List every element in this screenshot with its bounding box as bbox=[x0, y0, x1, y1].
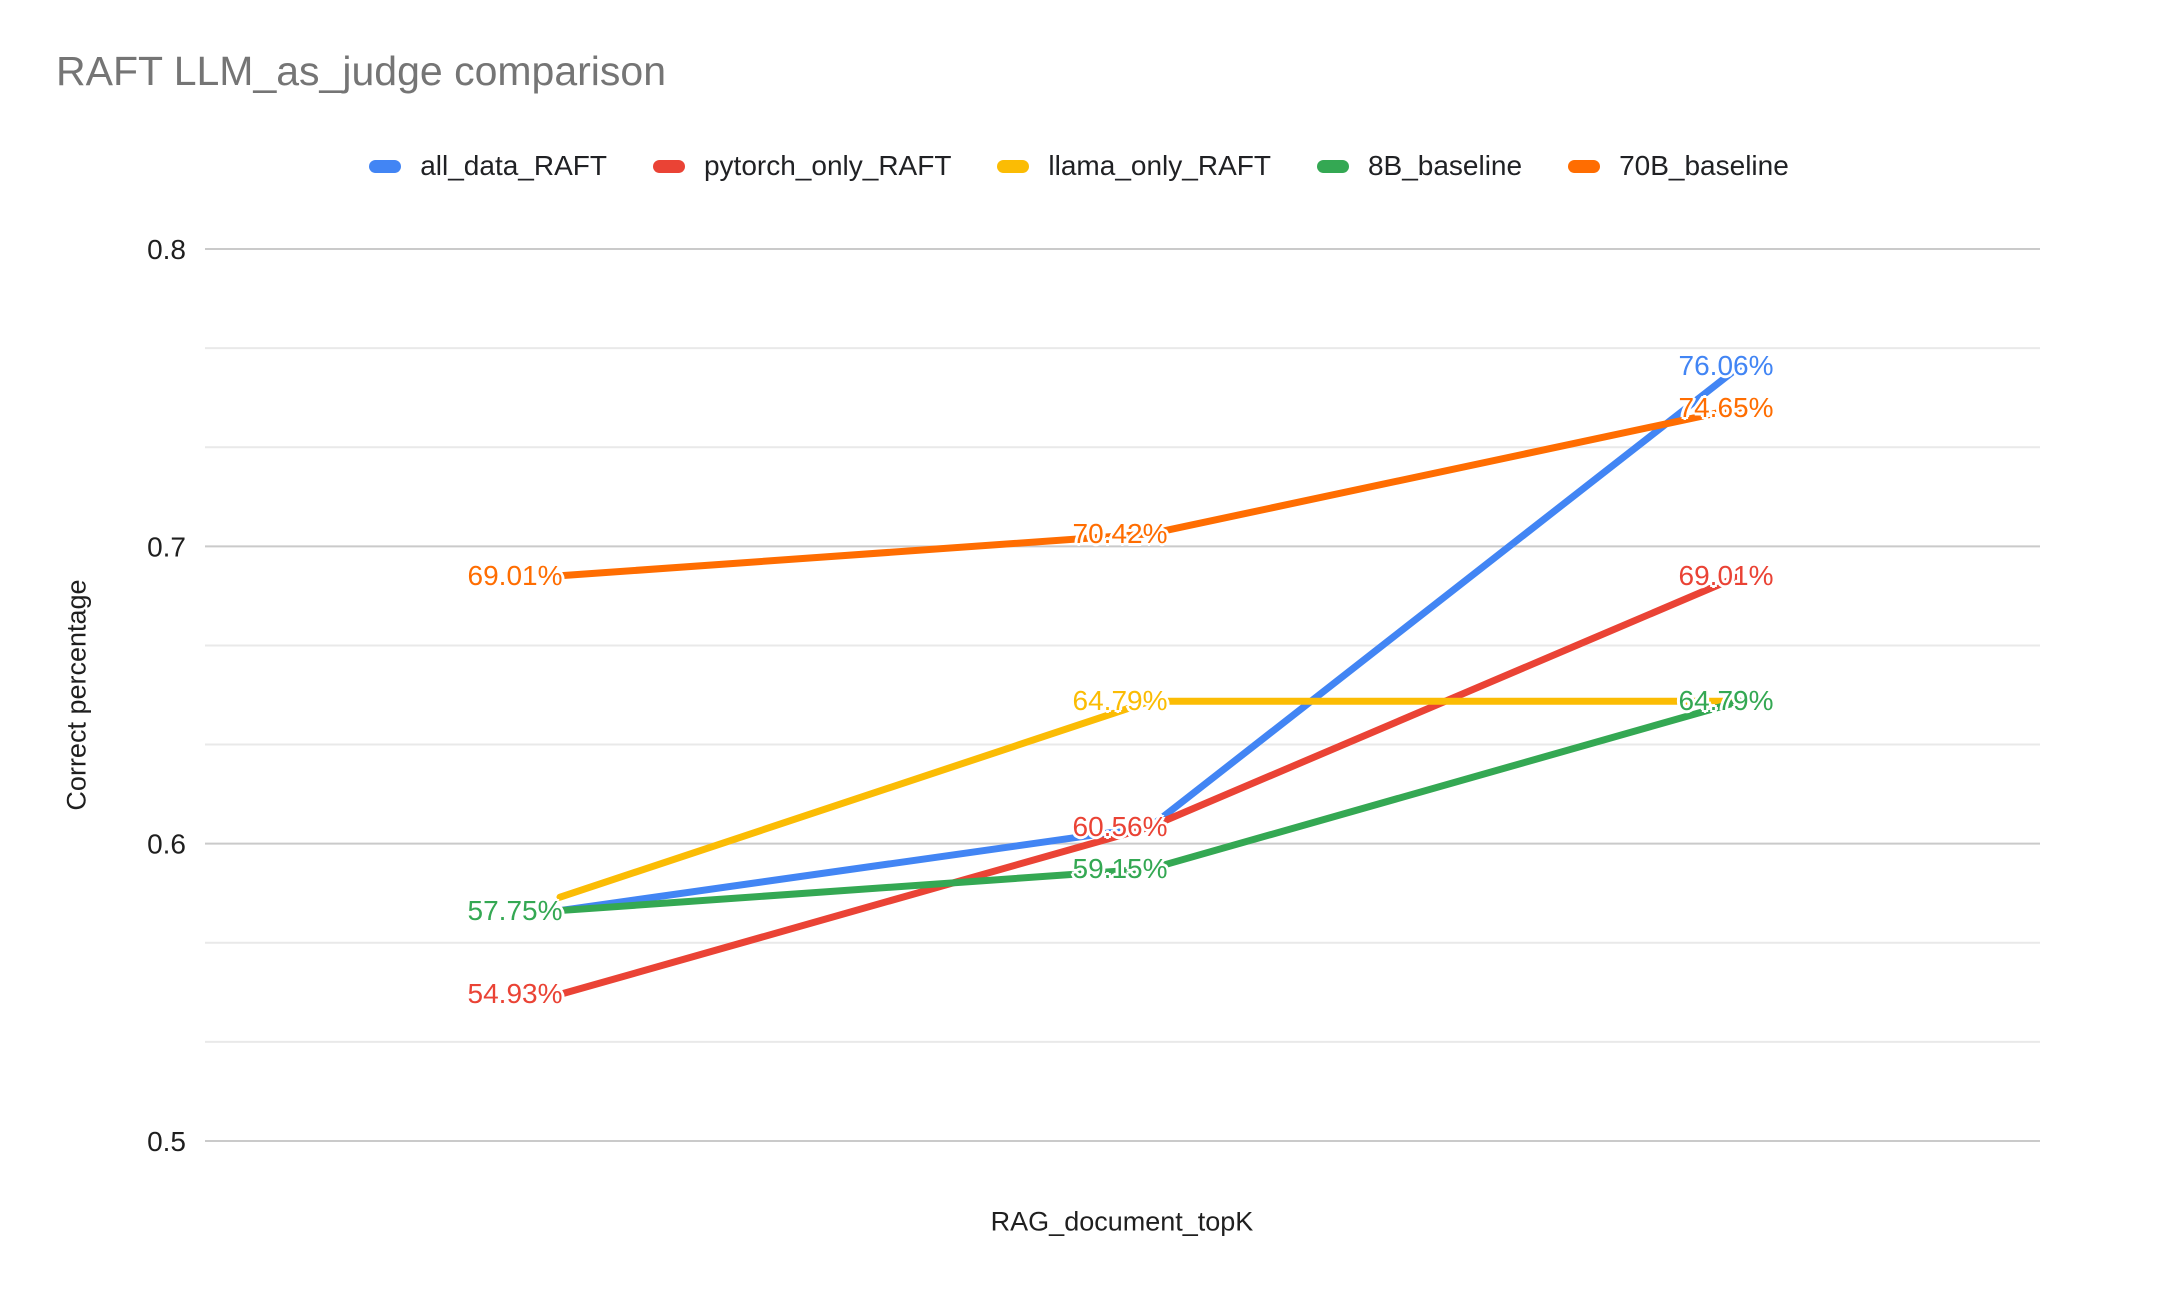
legend-label-8B_baseline: 8B_baseline bbox=[1367, 150, 1523, 181]
data-label-llama_only_RAFT-point2: 64.79% bbox=[1072, 685, 1168, 717]
series-line-8B_baseline bbox=[556, 697, 1744, 915]
series-line-llama_only_RAFT bbox=[556, 697, 1744, 901]
legend-item-pytorch_only_RAFT: pytorch_only_RAFT bbox=[652, 150, 952, 182]
y-tick-label: 0.8 bbox=[147, 234, 186, 265]
data-label-70B_baseline-point3: 74.65% bbox=[1678, 392, 1774, 424]
legend-item-llama_only_RAFT: llama_only_RAFT bbox=[997, 150, 1271, 182]
y-tick-label: 0.7 bbox=[147, 531, 186, 562]
data-label-70B_baseline-point2: 70.42% bbox=[1072, 517, 1168, 549]
chart-legend: all_data_RAFT pytorch_only_RAFT llama_only… bbox=[0, 150, 2158, 182]
chart-title: RAFT LLM_as_judge comparison bbox=[56, 48, 666, 94]
y-tick-label: 0.6 bbox=[147, 829, 186, 860]
y-tick-label: 0.5 bbox=[147, 1126, 186, 1157]
data-label-8B_baseline-point2: 59.15% bbox=[1072, 852, 1168, 884]
data-label-all_data_RAFT-point3: 76.06% bbox=[1678, 350, 1774, 382]
data-label-70B_baseline-point1: 69.01% bbox=[467, 559, 563, 591]
data-label-pytorch_only_RAFT-point2: 60.56% bbox=[1072, 811, 1168, 843]
legend-swatch-pytorch_only_RAFT bbox=[652, 159, 685, 173]
legend-label-all_data_RAFT: all_data_RAFT bbox=[420, 150, 607, 181]
legend-label-70B_baseline: 70B_baseline bbox=[1619, 150, 1789, 181]
legend-label-pytorch_only_RAFT: pytorch_only_RAFT bbox=[703, 150, 952, 181]
legend-swatch-8B_baseline bbox=[1316, 159, 1349, 173]
data-label-pytorch_only_RAFT-point1: 54.93% bbox=[467, 978, 563, 1010]
data-label-8B_baseline-point1: 57.75% bbox=[467, 894, 563, 926]
legend-label-llama_only_RAFT: llama_only_RAFT bbox=[1048, 150, 1271, 181]
x-axis-title: RAG_document_topK bbox=[990, 1206, 1254, 1237]
series-line-70B_baseline bbox=[556, 404, 1744, 580]
y-axis-title: Correct percentage bbox=[61, 579, 92, 811]
legend-swatch-all_data_RAFT bbox=[369, 159, 402, 173]
legend-item-all_data_RAFT: all_data_RAFT bbox=[369, 150, 607, 182]
legend-item-70B_baseline: 70B_baseline bbox=[1568, 150, 1789, 182]
legend-swatch-llama_only_RAFT bbox=[997, 159, 1030, 173]
data-label-8B_baseline-point3: 64.79% bbox=[1678, 685, 1774, 717]
data-label-pytorch_only_RAFT-point3: 69.01% bbox=[1678, 559, 1774, 591]
series-line-pytorch_only_RAFT bbox=[556, 572, 1744, 998]
legend-swatch-70B_baseline bbox=[1568, 159, 1601, 173]
legend-item-8B_baseline: 8B_baseline bbox=[1316, 150, 1523, 182]
